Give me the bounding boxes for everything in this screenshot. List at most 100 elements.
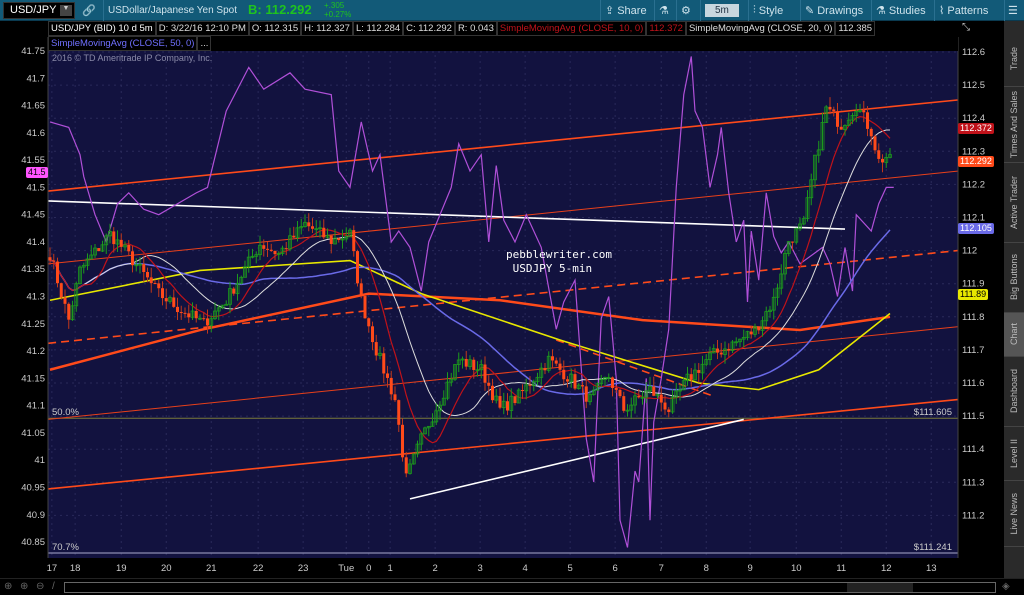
candle-body <box>176 306 179 313</box>
left-axis-label: 41.75 <box>21 46 45 57</box>
bar-close: C: 112.292 <box>403 21 455 36</box>
candle-body <box>648 386 652 392</box>
candle-body <box>783 253 787 275</box>
draw-line-icon[interactable]: / <box>52 581 55 592</box>
side-tab-chart[interactable]: Chart <box>1004 313 1024 357</box>
candle <box>258 235 262 261</box>
side-tab-active-trader[interactable]: Active Trader <box>1004 163 1024 243</box>
patterns-button[interactable]: ⌇ Patterns <box>934 0 992 21</box>
settings-button[interactable]: ⚙ <box>676 0 695 21</box>
side-tab-dashboard[interactable]: Dashboard <box>1004 357 1024 427</box>
candle-body <box>146 272 149 278</box>
candle-body <box>479 364 484 371</box>
sma20-label[interactable]: SimpleMovingAvg (CLOSE, 20, 0) <box>685 21 836 36</box>
x-axis-label: 23 <box>298 563 309 574</box>
candle-body <box>678 389 682 392</box>
candle <box>295 220 300 242</box>
studies-button[interactable]: ⚗ Studies <box>871 0 930 21</box>
sma10-price-tag: 112.372 <box>958 123 994 134</box>
candle-body <box>164 298 168 302</box>
candle-body <box>74 283 79 307</box>
candle-body <box>805 197 810 220</box>
crosshair-icon[interactable]: ⊕ <box>4 581 13 592</box>
candle-body <box>386 373 389 378</box>
candle <box>235 273 240 301</box>
candle-body <box>311 226 314 229</box>
candle-body <box>708 352 712 361</box>
candle <box>78 265 82 285</box>
more-studies[interactable]: ... <box>197 36 212 51</box>
x-axis-label: 18 <box>70 563 81 574</box>
side-tab-live-news[interactable]: Live News <box>1004 481 1024 547</box>
side-tab-times-and-sales[interactable]: Times And Sales <box>1004 87 1024 163</box>
candle <box>483 356 487 391</box>
right-axis-label: 111.6 <box>962 378 984 389</box>
candle <box>862 100 866 123</box>
candle <box>434 403 439 426</box>
oscillator-line <box>49 56 894 548</box>
candle <box>697 363 701 383</box>
candle-body <box>371 326 374 343</box>
horizontal-scrollbar[interactable] <box>64 582 996 593</box>
zoom-in-icon[interactable]: ⊕ <box>20 581 29 592</box>
candle-body <box>888 154 892 158</box>
candle <box>850 112 855 125</box>
candle <box>749 325 753 339</box>
sma10-label[interactable]: SimpleMovingAvg (CLOSE, 10, 0) <box>496 21 647 36</box>
menu-button[interactable]: ☰ <box>1004 0 1021 21</box>
price-chart[interactable]: 112.6112.5112.4112.3112.2112.1112111.911… <box>0 21 1004 578</box>
candle <box>393 386 397 402</box>
symbol-selector[interactable]: USD/JPY ▼ <box>3 2 75 19</box>
x-axis-label: 22 <box>253 563 264 574</box>
candle <box>670 389 675 414</box>
timeframe-selector[interactable]: 5m <box>700 0 743 21</box>
left-axis-label: 41 <box>34 455 45 466</box>
flask-button[interactable]: ⚗ <box>654 0 673 21</box>
scrollbar-thumb[interactable] <box>847 583 913 592</box>
trendline <box>48 326 958 420</box>
candle <box>303 214 307 228</box>
candle-body <box>637 395 641 398</box>
trendline <box>409 418 744 500</box>
candle-body <box>599 379 604 385</box>
candle <box>700 355 705 380</box>
candle-body <box>48 257 52 261</box>
candle-body <box>262 245 266 249</box>
candle-body <box>738 338 742 343</box>
candle <box>809 173 814 206</box>
drawings-label: Drawings <box>817 4 864 17</box>
candle <box>213 302 217 320</box>
candle <box>250 248 255 259</box>
sma50-label[interactable]: SimpleMovingAvg (CLOSE, 50, 0) <box>48 36 198 51</box>
candle <box>430 413 435 427</box>
candle-body <box>295 227 300 238</box>
side-tab-level-ii[interactable]: Level II <box>1004 427 1024 481</box>
axis-toggle-icon[interactable]: ⤡ <box>962 22 970 33</box>
x-axis-label: 13 <box>926 563 937 574</box>
drawings-button[interactable]: ✎ Drawings <box>800 0 867 21</box>
candle-body <box>389 377 393 395</box>
candle <box>816 140 821 163</box>
style-button[interactable]: ⫶ Style <box>748 0 787 21</box>
candle <box>521 384 524 399</box>
candle <box>674 382 679 404</box>
candle-body <box>419 433 424 445</box>
candle-body <box>78 266 82 285</box>
left-axis-label: 40.85 <box>21 537 45 548</box>
expand-icon[interactable]: ◈ <box>1002 581 1010 592</box>
candle-body <box>115 239 120 245</box>
candle <box>839 118 843 130</box>
x-axis-label: 17 <box>47 563 58 574</box>
side-tab-trade[interactable]: Trade <box>1004 31 1024 87</box>
share-button[interactable]: ⇪ Share <box>600 0 651 21</box>
link-icon[interactable]: 🔗 <box>82 5 96 17</box>
zoom-out-icon[interactable]: ⊖ <box>36 581 45 592</box>
candle-body <box>100 244 105 252</box>
trendline <box>48 249 958 345</box>
dropdown-arrow-icon[interactable]: ▼ <box>60 5 72 16</box>
candle-body <box>749 331 753 335</box>
candle <box>202 312 206 321</box>
side-tab-big-buttons[interactable]: Big Buttons <box>1004 243 1024 313</box>
candle-body <box>689 374 693 380</box>
candle-body <box>119 239 123 247</box>
